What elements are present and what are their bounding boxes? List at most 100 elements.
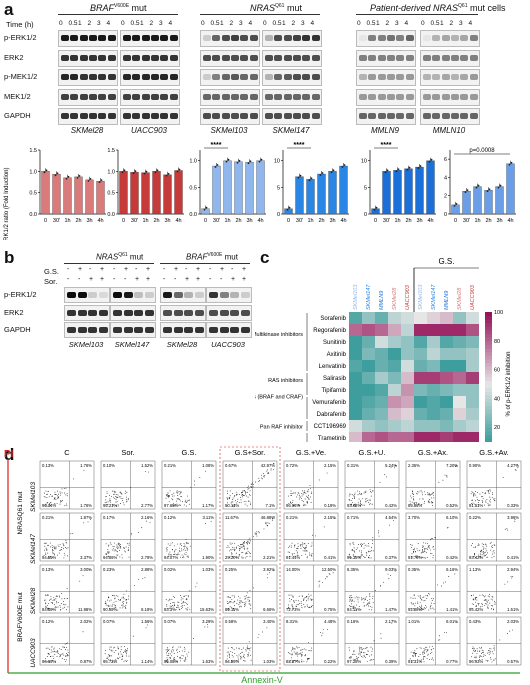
event-dot	[416, 556, 418, 558]
event-dot	[302, 648, 304, 650]
event-dot	[423, 656, 425, 658]
event-dot	[132, 635, 134, 637]
heatmap-cell	[427, 324, 440, 336]
blot-band	[292, 55, 301, 61]
event-dot	[46, 502, 48, 504]
quadrant-percent: 0.37%	[385, 555, 397, 560]
data-point	[343, 164, 346, 166]
blot-band	[194, 310, 204, 316]
quadrant-percent: 91.76%	[408, 555, 422, 560]
heatmap-cell	[466, 396, 479, 408]
event-dot	[306, 557, 308, 559]
heatmap-cell	[414, 384, 427, 396]
x-tick-label: 30'	[463, 218, 470, 224]
event-dot	[249, 556, 251, 557]
blot-band	[98, 94, 107, 100]
event-dot	[234, 543, 236, 545]
event-dot	[249, 552, 250, 554]
event-dot	[66, 495, 68, 497]
event-dot	[117, 504, 119, 506]
event-dot	[354, 504, 356, 506]
flow-plot-frame	[405, 616, 461, 666]
event-dot	[349, 598, 351, 600]
blot-band	[79, 35, 88, 41]
event-dot	[174, 597, 175, 598]
event-dot	[190, 486, 192, 488]
event-dot	[422, 551, 424, 553]
event-dot	[370, 491, 371, 492]
event-dot	[44, 545, 46, 547]
category-label: Multikinase inhibitors	[255, 332, 303, 338]
event-dot	[288, 661, 290, 663]
blot-band	[134, 310, 143, 316]
event-dot	[145, 520, 147, 522]
condition-label: G.S.+Ve.	[296, 448, 326, 457]
blot-band	[450, 94, 459, 100]
event-dot	[227, 655, 228, 657]
event-dot	[306, 500, 308, 502]
data-point	[154, 171, 157, 174]
flow-plot: 0.21% 1.87%94.55% 3.37%	[39, 512, 95, 562]
event-dot	[443, 582, 444, 584]
event-dot	[183, 604, 185, 606]
event-dot	[322, 629, 324, 631]
event-dot	[169, 657, 171, 659]
event-dot	[293, 504, 294, 506]
event-dot	[110, 599, 112, 601]
event-dot	[61, 500, 63, 502]
event-dot	[238, 554, 240, 555]
event-dot	[184, 549, 186, 551]
heatmap-cell	[414, 360, 427, 372]
event-dot	[107, 599, 108, 601]
event-dot	[448, 576, 450, 577]
blot-band	[283, 94, 292, 100]
event-dot	[126, 602, 128, 604]
blot-band	[368, 113, 377, 119]
heatmap-cell	[466, 384, 479, 396]
y-tick-label: 1.5	[107, 148, 115, 154]
event-dot	[63, 646, 65, 648]
event-dot	[424, 649, 426, 651]
event-dot	[447, 526, 449, 528]
event-dot	[195, 586, 197, 588]
event-dot	[179, 657, 181, 659]
event-dot	[110, 501, 112, 503]
event-dot	[416, 502, 418, 504]
event-dot	[353, 554, 355, 556]
event-dot	[241, 656, 243, 658]
bar	[152, 171, 161, 215]
event-dot	[371, 609, 373, 611]
heatmap-cell	[375, 408, 388, 420]
blot-strip	[160, 322, 206, 338]
sign-gs: +	[100, 266, 105, 273]
event-dot	[479, 553, 481, 555]
blot-band	[311, 74, 320, 80]
heatmap-cell	[401, 384, 414, 396]
event-dot	[124, 493, 126, 494]
blot-band	[88, 74, 97, 80]
event-dot	[125, 652, 127, 654]
heatmap-cell	[388, 372, 401, 384]
quadrant-percent: 0.13%	[42, 567, 54, 572]
bar	[371, 208, 380, 215]
event-dot	[109, 500, 110, 502]
event-dot	[232, 556, 234, 558]
event-dot	[299, 652, 301, 654]
event-dot	[418, 503, 420, 504]
event-dot	[359, 493, 361, 495]
blot-strip	[420, 89, 480, 106]
event-dot	[49, 542, 51, 544]
bar	[484, 190, 493, 215]
event-dot	[380, 637, 382, 639]
event-dot	[116, 501, 118, 503]
event-dot	[83, 522, 85, 524]
event-dot	[228, 601, 230, 603]
event-dot	[113, 607, 115, 609]
colorbar-segment	[485, 416, 492, 421]
event-dot	[105, 604, 107, 606]
event-dot	[480, 655, 481, 657]
heatmap-cell	[362, 312, 375, 324]
event-dot	[107, 556, 109, 558]
event-dot	[166, 494, 168, 496]
event-dot	[128, 544, 130, 546]
